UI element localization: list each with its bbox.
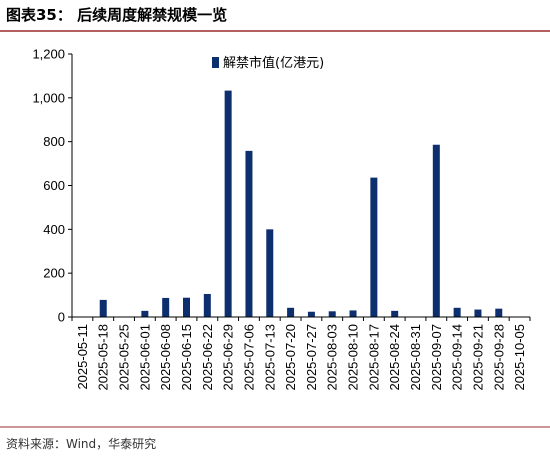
x-tick-label: 2025-07-13	[262, 324, 277, 391]
y-tick-label: 600	[43, 178, 65, 193]
legend-label: 解禁市值(亿港元)	[223, 55, 324, 71]
y-tick-label: 400	[43, 222, 65, 237]
x-tick-label: 2025-08-03	[325, 324, 340, 391]
y-tick-label: 200	[43, 266, 65, 281]
bar	[391, 310, 399, 317]
bar	[224, 90, 232, 317]
x-tick-label: 2025-05-25	[117, 324, 132, 391]
legend-swatch	[212, 57, 219, 68]
y-tick-label: 1,000	[32, 90, 65, 105]
bars	[99, 90, 503, 317]
bar	[349, 310, 357, 317]
x-tick-label: 2025-10-05	[512, 324, 527, 391]
bar	[141, 310, 149, 317]
x-tick-label: 2025-09-21	[470, 324, 485, 391]
bar	[453, 307, 461, 317]
x-tick-label: 2025-06-08	[158, 324, 173, 391]
bar	[266, 229, 274, 317]
bar	[245, 150, 253, 317]
y-tick-label: 800	[43, 134, 65, 149]
x-tick-label: 2025-06-01	[137, 324, 152, 391]
x-tick-label: 2025-05-18	[96, 324, 111, 391]
x-tick-label: 2025-08-17	[366, 324, 381, 391]
bar	[287, 307, 295, 317]
x-tick-label: 2025-08-31	[408, 324, 423, 391]
y-tick-label: 1,200	[32, 47, 65, 62]
source-note: 资料来源：Wind，华泰研究	[6, 436, 156, 451]
x-tick-label: 2025-07-27	[304, 324, 319, 391]
bar	[162, 297, 170, 317]
bar	[474, 309, 482, 317]
x-tick-label: 2025-06-29	[221, 324, 236, 391]
x-tick-label: 2025-09-28	[491, 324, 506, 391]
x-tick-label: 2025-06-22	[200, 324, 215, 391]
x-tick-label: 2025-08-10	[346, 324, 361, 391]
bar	[495, 308, 503, 317]
x-tick-label: 2025-07-06	[241, 324, 256, 391]
chart-title: 图表35： 后续周度解禁规模一览	[6, 6, 227, 24]
y-axis: 0 200 400 600 800 1,000 1,200	[32, 47, 73, 325]
x-tick-label: 2025-09-14	[450, 324, 465, 391]
x-tick-label: 2025-09-07	[429, 324, 444, 391]
bar	[307, 311, 315, 317]
bar	[370, 177, 378, 317]
x-tick-label: 2025-07-20	[283, 324, 298, 391]
bar	[328, 311, 336, 317]
x-axis: 2025-05-11 2025-05-18 2025-05-25 2025-06-01…	[71, 317, 531, 391]
x-tick-label: 2025-06-15	[179, 324, 194, 391]
bar	[99, 299, 107, 317]
x-tick-label: 2025-05-11	[75, 324, 90, 390]
x-tick-label: 2025-08-24	[387, 324, 402, 391]
bar	[203, 293, 211, 317]
bar	[183, 297, 190, 317]
legend: 解禁市值(亿港元)	[212, 55, 324, 71]
bar	[432, 144, 440, 317]
y-tick-label: 0	[58, 310, 65, 325]
